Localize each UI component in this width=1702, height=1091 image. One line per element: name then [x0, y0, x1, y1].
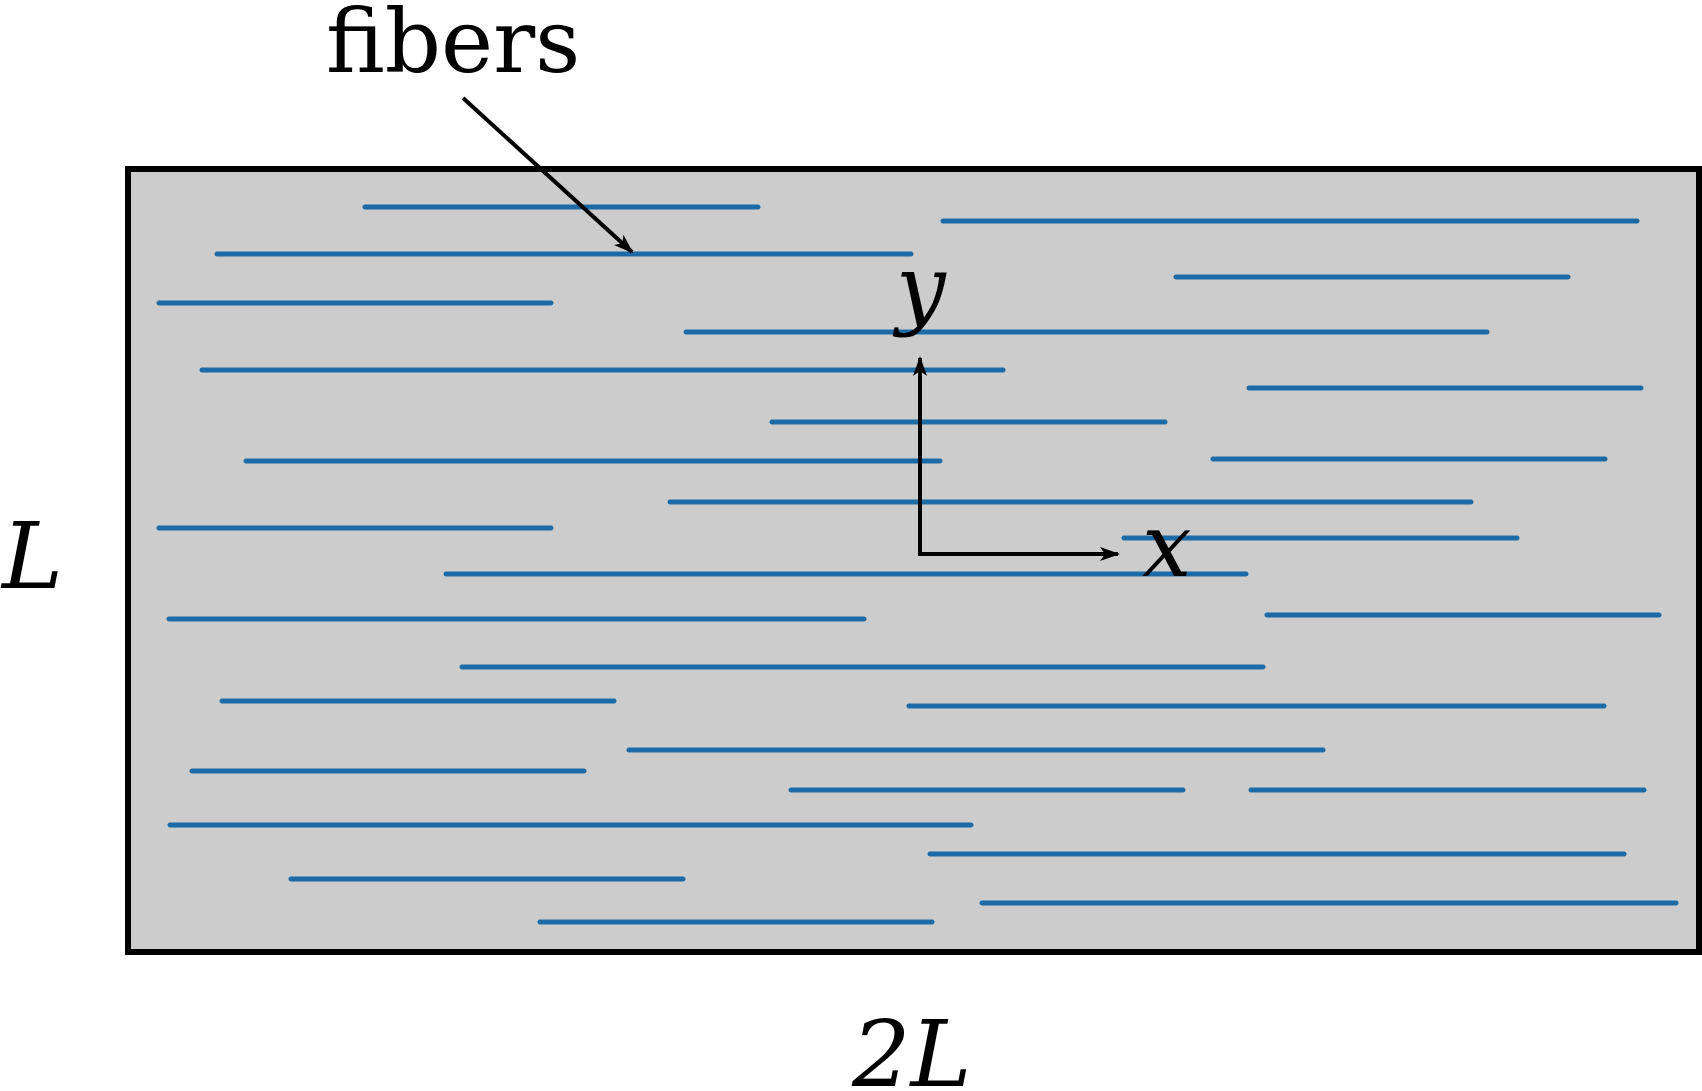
- x-axis-label: x: [1142, 494, 1192, 597]
- fibers-label: fibers: [326, 0, 580, 93]
- matrix-rectangle: [125, 166, 1702, 955]
- fibers-pointer-arrow: [461, 96, 634, 254]
- height-label: L: [0, 503, 63, 610]
- y-axis-label: y: [892, 236, 947, 339]
- width-label: 2L: [851, 1001, 972, 1091]
- fiber-group: [156, 204, 1679, 925]
